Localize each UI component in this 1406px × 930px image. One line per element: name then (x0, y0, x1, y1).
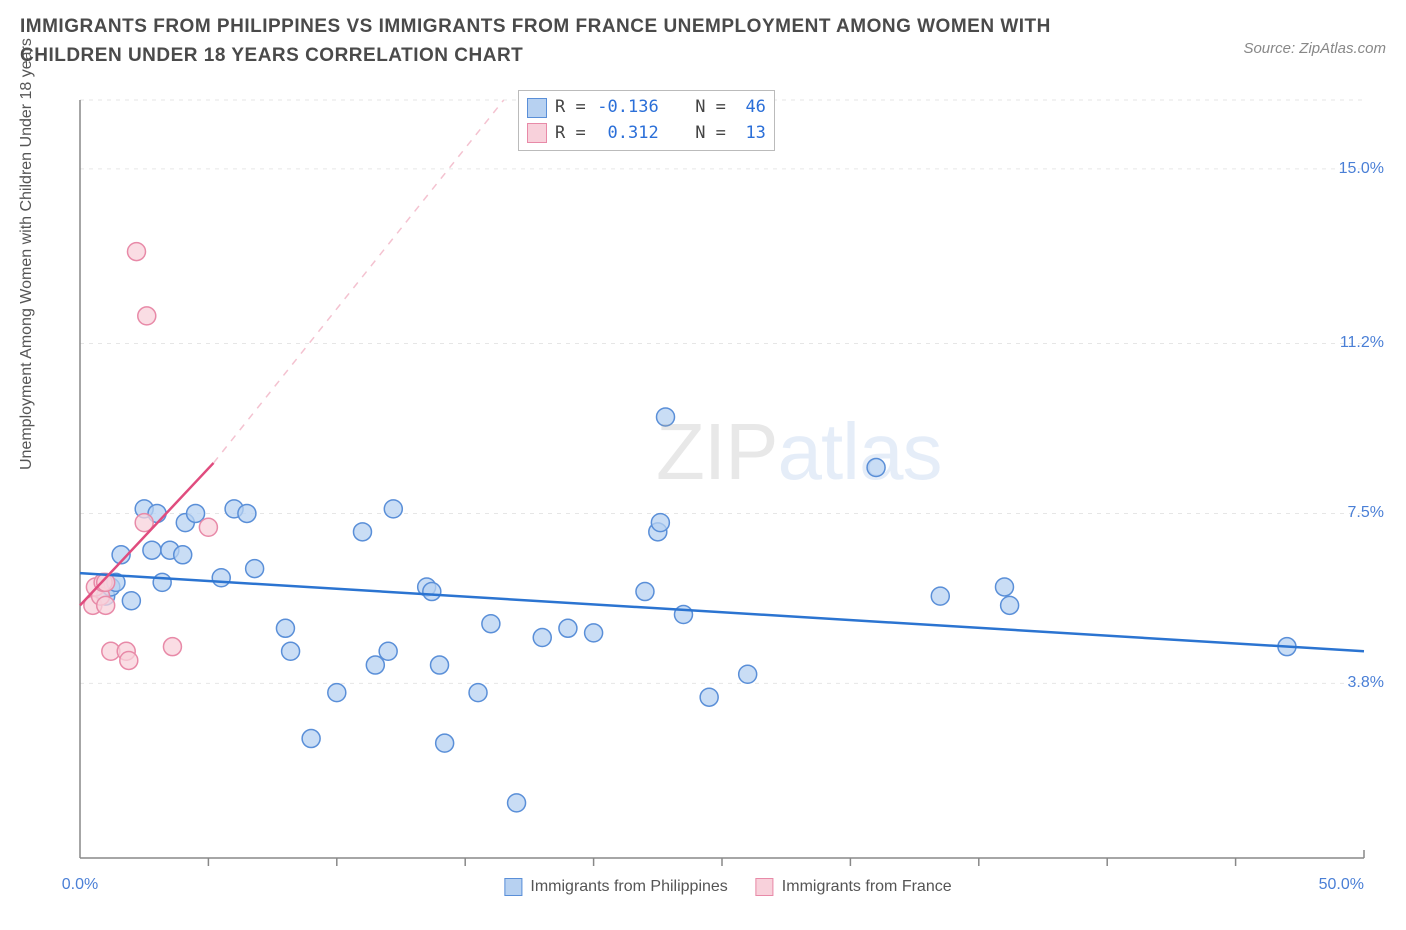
chart-area: ZIPatlas R = -0.136 N = 46 R = 0.312 N =… (68, 96, 1388, 866)
legend-label: Immigrants from France (782, 878, 952, 896)
source-attribution: Source: ZipAtlas.com (1243, 40, 1386, 57)
stats-legend-box: R = -0.136 N = 46 R = 0.312 N = 13 (518, 90, 775, 151)
y-tick-label: 3.8% (1348, 674, 1384, 692)
blue-swatch-icon (504, 878, 522, 896)
scatter-plot (68, 96, 1388, 866)
x-tick-label: 0.0% (62, 876, 98, 894)
legend-entry: Immigrants from France (756, 878, 952, 896)
bottom-legend: Immigrants from Philippines Immigrants fr… (504, 878, 951, 896)
blue-swatch-icon (527, 98, 547, 118)
legend-label: Immigrants from Philippines (530, 878, 727, 896)
x-tick-label: 50.0% (1319, 876, 1364, 894)
chart-title: IMMIGRANTS FROM PHILIPPINES VS IMMIGRANT… (20, 12, 1140, 71)
y-tick-label: 11.2% (1340, 334, 1384, 352)
legend-entry: Immigrants from Philippines (504, 878, 727, 896)
stats-row: R = -0.136 N = 46 (527, 95, 766, 121)
y-tick-label: 15.0% (1339, 160, 1384, 178)
pink-swatch-icon (756, 878, 774, 896)
pink-swatch-icon (527, 123, 547, 143)
stats-row: R = 0.312 N = 13 (527, 121, 766, 147)
y-tick-label: 7.5% (1348, 504, 1384, 522)
y-axis-label: Unemployment Among Women with Children U… (18, 38, 36, 470)
